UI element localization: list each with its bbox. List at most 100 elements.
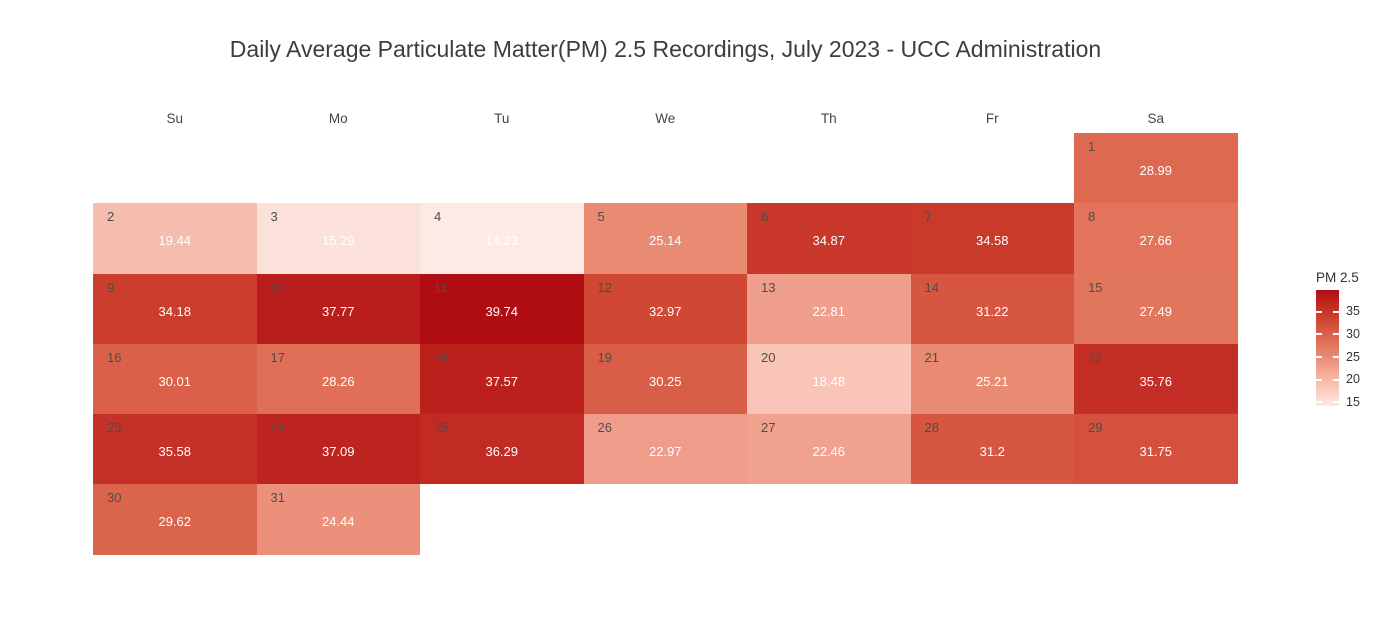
calendar-day-cell[interactable]: 31 24.44: [256, 484, 420, 555]
calendar-day-cell[interactable]: 9 34.18: [93, 273, 257, 344]
weekday-header-sa: Sa: [1147, 111, 1164, 126]
weekday-header-th: Th: [820, 111, 837, 126]
calendar-day-cell[interactable]: 11 39.74: [420, 273, 584, 344]
colorbar-tick-mark: [1316, 356, 1322, 359]
calendar-day-cell[interactable]: 26 22.97: [583, 414, 747, 485]
day-number: 31: [270, 490, 285, 506]
day-value: 25.21: [975, 373, 1009, 389]
day-value: 36.29: [485, 444, 519, 459]
colorbar-tick-mark: [1333, 310, 1339, 313]
day-number: 17: [270, 349, 285, 365]
day-value: 14.23: [485, 233, 519, 249]
day-value: 22.46: [812, 444, 846, 459]
day-number: 19: [597, 349, 612, 365]
calendar-day-cell[interactable]: 25 36.29: [420, 414, 584, 485]
day-number: 25: [434, 420, 449, 435]
colorbar-title: PM 2.5: [1316, 270, 1359, 285]
colorbar-tick-mark: [1333, 333, 1339, 336]
calendar-day-cell[interactable]: 15 27.49: [1074, 273, 1238, 344]
colorbar-legend: PM 2.5 35 30 25 20 15: [1316, 270, 1388, 420]
day-value: 15.29: [321, 233, 355, 249]
day-value: 35.76: [1139, 373, 1173, 389]
day-value: 32.97: [648, 303, 682, 319]
calendar-day-cell[interactable]: 22 35.76: [1074, 343, 1238, 414]
day-number: 3: [270, 209, 278, 225]
colorbar-tick-label: 25: [1346, 349, 1360, 364]
day-value: 31.2: [979, 444, 1005, 459]
calendar-day-cell[interactable]: 5 25.14: [583, 203, 747, 274]
calendar-day-cell[interactable]: 4 14.23: [420, 203, 584, 274]
day-value: 34.18: [158, 303, 192, 319]
day-number: 23: [107, 420, 122, 435]
day-number: 5: [597, 209, 605, 225]
colorbar-tick-mark: [1316, 310, 1322, 313]
day-value: 37.09: [321, 444, 355, 459]
day-number: 18: [434, 349, 449, 365]
day-number: 8: [1088, 209, 1096, 225]
day-value: 30.01: [158, 373, 192, 389]
day-number: 4: [434, 209, 442, 225]
day-value: 30.25: [648, 373, 682, 389]
day-value: 34.58: [975, 233, 1009, 249]
day-number: 28: [924, 420, 939, 435]
colorbar-tick-mark: [1316, 333, 1322, 336]
day-number: 11: [434, 279, 448, 295]
calendar-day-cell[interactable]: 17 28.26: [256, 343, 420, 414]
calendar-day-cell[interactable]: 13 22.81: [747, 273, 911, 344]
day-value: 22.97: [648, 444, 682, 459]
calendar-day-cell[interactable]: 20 18.48: [747, 343, 911, 414]
day-value: 24.44: [321, 514, 355, 530]
calendar-day-cell[interactable]: 19 30.25: [583, 343, 747, 414]
weekday-header-row: Su Mo Tu We Th Fr Sa: [93, 111, 1238, 129]
day-value: 37.57: [485, 373, 519, 389]
calendar-day-cell[interactable]: 16 30.01: [93, 343, 257, 414]
colorbar-tick-mark: [1333, 401, 1339, 404]
day-number: 21: [924, 349, 939, 365]
day-value: 18.48: [812, 373, 846, 389]
calendar-day-cell[interactable]: 1 28.99: [1074, 133, 1238, 204]
day-value: 31.22: [975, 303, 1009, 319]
calendar-day-cell[interactable]: 29 31.75: [1074, 414, 1238, 485]
day-value: 29.62: [158, 514, 192, 530]
calendar-day-cell[interactable]: 27 22.46: [747, 414, 911, 485]
colorbar-tick-label: 20: [1346, 372, 1360, 387]
calendar-day-cell[interactable]: 7 34.58: [910, 203, 1074, 274]
colorbar-tick-mark: [1333, 356, 1339, 359]
day-number: 6: [761, 209, 769, 225]
day-number: 12: [597, 279, 612, 295]
calendar-day-cell[interactable]: 28 31.2: [910, 414, 1074, 485]
day-number: 30: [107, 490, 122, 506]
calendar-day-cell[interactable]: 12 32.97: [583, 273, 747, 344]
calendar-day-cell[interactable]: 24 37.09: [256, 414, 420, 485]
day-value: 22.81: [812, 303, 846, 319]
colorbar-tick-mark: [1333, 378, 1339, 381]
calendar-day-cell[interactable]: 3 15.29: [256, 203, 420, 274]
calendar-day-cell[interactable]: 21 25.21: [910, 343, 1074, 414]
day-number: 16: [107, 349, 122, 365]
calendar-day-cell[interactable]: 2 19.44: [93, 203, 257, 274]
day-number: 1: [1088, 139, 1096, 154]
weekday-header-su: Su: [166, 111, 183, 126]
day-number: 14: [924, 279, 939, 295]
chart-title: Daily Average Particulate Matter(PM) 2.5…: [229, 36, 1102, 62]
calendar-day-cell[interactable]: 23 35.58: [93, 414, 257, 485]
day-value: 35.58: [158, 444, 192, 459]
calendar-day-cell[interactable]: 6 34.87: [747, 203, 911, 274]
weekday-header-we: We: [655, 111, 676, 126]
colorbar-tick-label: 15: [1346, 394, 1360, 409]
weekday-header-tu: Tu: [494, 111, 510, 126]
day-number: 13: [761, 279, 776, 295]
day-number: 10: [270, 279, 285, 295]
day-value: 27.49: [1139, 303, 1173, 319]
calendar-day-cell[interactable]: 10 37.77: [256, 273, 420, 344]
day-value: 27.66: [1139, 233, 1173, 249]
weekday-header-mo: Mo: [328, 111, 348, 126]
calendar-day-cell[interactable]: 30 29.62: [93, 484, 257, 555]
day-number: 7: [924, 209, 932, 225]
calendar-day-cell[interactable]: 14 31.22: [910, 273, 1074, 344]
colorbar-tick-mark: [1316, 401, 1322, 404]
calendar-day-cell[interactable]: 8 27.66: [1074, 203, 1238, 274]
calendar-day-cell[interactable]: 18 37.57: [420, 343, 584, 414]
colorbar-gradient: [1316, 290, 1339, 406]
